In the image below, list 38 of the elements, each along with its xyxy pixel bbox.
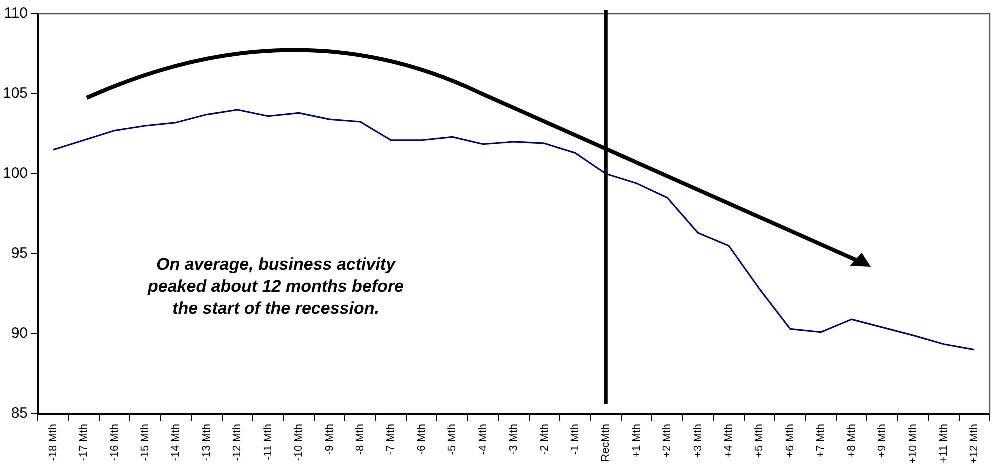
x-tick-label: +10 Mth [907, 424, 920, 464]
x-tick-label: +3 Mth [692, 424, 704, 458]
x-tick-label: +5 Mth [754, 424, 766, 458]
x-tick-label: +9 Mth [876, 424, 889, 458]
y-tick-label: 85 [11, 405, 28, 422]
x-tick-label: -1 Mth [569, 424, 582, 456]
x-tick-label: +11 Mth [938, 424, 950, 464]
x-tick-label: -10 Mth [293, 424, 306, 462]
x-tick-label: -11 Mth [262, 424, 274, 460]
y-tick-label: 105 [2, 85, 28, 102]
x-tick-label: -13 Mth [200, 424, 213, 462]
x-tick-label: -9 Mth [324, 424, 336, 456]
x-tick-label: +7 Mth [815, 424, 828, 458]
x-tick-label: -16 Mth [108, 424, 121, 462]
x-tick-label: -18 Mth [47, 424, 60, 462]
x-tick-label: -8 Mth [354, 424, 366, 456]
x-tick-label: RecMth [600, 424, 612, 462]
x-tick-label: -3 Mth [508, 424, 520, 456]
x-tick-label: +1 Mth [630, 424, 643, 458]
x-tick-label: +12 Mth [968, 424, 981, 464]
x-tick-label: -5 Mth [446, 424, 459, 456]
x-tick-label: -17 Mth [78, 424, 90, 462]
x-tick-label: -14 Mth [170, 424, 182, 462]
x-tick-label: -7 Mth [385, 424, 398, 456]
x-tick-label: +8 Mth [846, 424, 858, 458]
x-tick-label: +4 Mth [723, 424, 736, 458]
y-tick-label: 110 [4, 5, 28, 22]
x-tick-label: +6 Mth [784, 424, 796, 458]
x-tick-label: +2 Mth [662, 424, 674, 458]
y-tick-label: 100 [2, 165, 28, 182]
y-tick-label: 95 [11, 245, 28, 262]
y-tick-label: 90 [11, 325, 28, 342]
x-tick-label: -4 Mth [477, 424, 490, 456]
x-tick-label: -12 Mth [232, 424, 244, 462]
annotation: On average, business activity peaked about 12 months before the start of the recession. [146, 254, 406, 320]
x-tick-label: -6 Mth [416, 424, 428, 456]
x-tick-label: -15 Mth [140, 424, 152, 462]
x-tick-label: -2 Mth [538, 424, 551, 456]
